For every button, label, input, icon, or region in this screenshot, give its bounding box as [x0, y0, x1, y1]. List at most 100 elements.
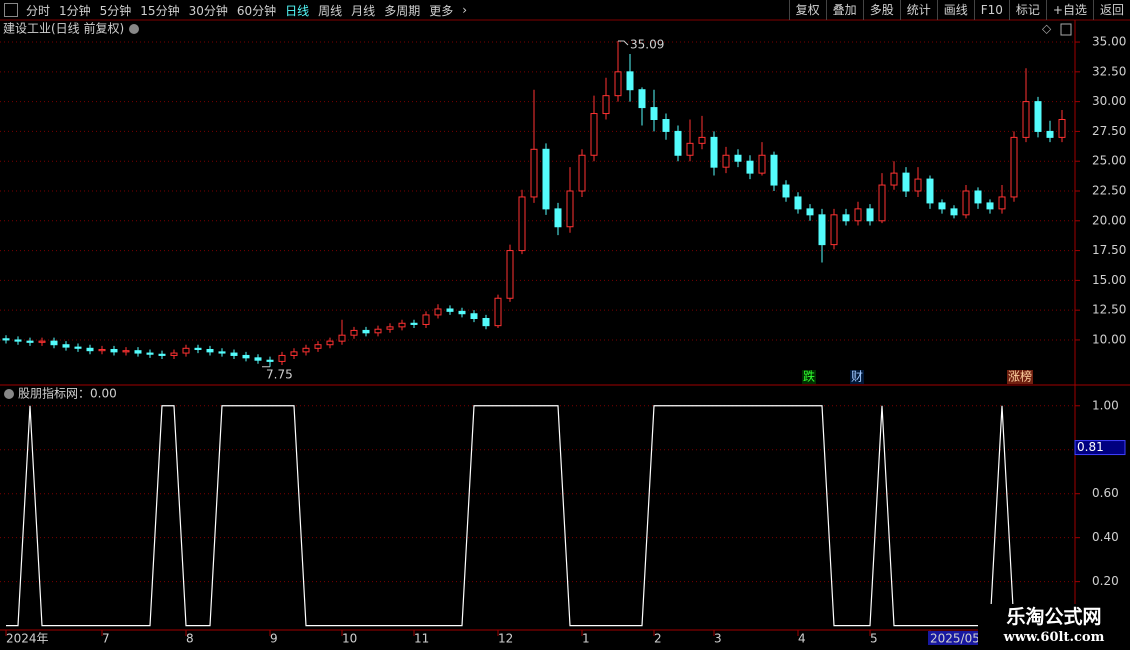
toolbar-button[interactable]: 画线 — [936, 0, 974, 20]
watermark-title: 乐淘公式网 — [1006, 606, 1102, 628]
candle-body — [902, 172, 910, 192]
candle-body — [782, 184, 790, 198]
y-tick-label: 1.00 — [1092, 398, 1119, 412]
candle-body — [302, 347, 310, 353]
candle-body — [938, 202, 946, 210]
toolbar-button[interactable]: 15分钟 — [140, 3, 180, 18]
indicator-title: 股朋指标网：0.00 — [18, 386, 117, 401]
y-tick-label: 35.00 — [1092, 35, 1126, 49]
candle-body — [134, 350, 142, 354]
y-tick-label: 0.20 — [1092, 574, 1119, 588]
watermark-url: www.60lt.com — [1003, 630, 1105, 645]
candle-body — [734, 154, 742, 162]
candle-body — [2, 338, 10, 341]
annotation-arrow — [618, 40, 629, 46]
toolbar-button[interactable]: 周线 — [318, 3, 343, 18]
candle-body — [830, 214, 838, 246]
menu-icon[interactable] — [129, 24, 139, 34]
chevron[interactable]: › — [462, 3, 468, 17]
candle-body — [254, 357, 262, 361]
candle-body — [194, 347, 202, 350]
candle-body — [1022, 101, 1030, 138]
y-tick-label: 25.00 — [1092, 154, 1126, 168]
candle-body — [98, 348, 106, 352]
x-tick-label: 2 — [654, 632, 662, 646]
x-tick-label: 11 — [414, 632, 429, 646]
candle-body — [1010, 136, 1018, 198]
candle-body — [866, 208, 874, 222]
candle-body — [14, 339, 22, 342]
x-tick-label: 9 — [270, 632, 278, 646]
x-tick-label: 12 — [498, 632, 513, 646]
candle-body — [266, 359, 274, 362]
candle-body — [410, 322, 418, 325]
candle-body — [890, 172, 898, 186]
candle-body — [614, 71, 622, 97]
date-highlight — [928, 631, 984, 645]
toolbar-button[interactable]: 30分钟 — [188, 3, 228, 18]
y-tick-label: 27.50 — [1092, 124, 1126, 138]
toolbar-button[interactable]: 月线 — [351, 3, 376, 18]
x-tick-label: 3 — [714, 632, 722, 646]
candle-body — [110, 348, 118, 353]
toolbar-button[interactable]: 分时 — [26, 3, 51, 18]
candle-body — [146, 352, 154, 355]
candle-body — [290, 351, 298, 356]
toolbar-button[interactable]: 5分钟 — [99, 3, 132, 18]
candle-body — [566, 190, 574, 228]
x-tick-label: 4 — [798, 632, 806, 646]
candle-body — [482, 318, 490, 327]
candle-body — [842, 214, 850, 222]
candle-body — [470, 313, 478, 320]
toolbar-button[interactable]: 标记 — [1008, 0, 1046, 20]
y-tick-label: 32.50 — [1092, 64, 1126, 78]
toolbar-button[interactable]: 叠加 — [825, 0, 863, 20]
event-marker: 跌 — [803, 369, 815, 384]
candle-body — [326, 340, 334, 346]
toolbar-button[interactable]: 返回 — [1092, 0, 1130, 20]
event-marker: 财 — [851, 370, 863, 384]
x-tick-label: 10 — [342, 632, 357, 646]
x-tick-label: 8 — [186, 632, 194, 646]
candle-body — [698, 136, 706, 144]
icon[interactable]: ◇ — [1042, 22, 1052, 36]
y-tick-label: 12.50 — [1092, 303, 1126, 317]
toolbar-button[interactable]: 更多 — [429, 3, 454, 18]
candle-body — [158, 353, 166, 356]
event-marker-bg — [850, 370, 865, 384]
toolbar-button[interactable]: 多周期 — [384, 3, 421, 18]
candle-body — [914, 178, 922, 192]
candle-body — [1046, 130, 1054, 138]
low-annotation: 7.75 — [266, 367, 293, 381]
toolbar-button[interactable]: 60分钟 — [236, 3, 277, 18]
candle-body — [350, 329, 358, 336]
candle-body — [230, 352, 238, 356]
watermark: 乐淘公式网 www.60lt.com — [978, 604, 1130, 650]
y-tick-label: 22.50 — [1092, 184, 1126, 198]
toolbar-button[interactable]: F10 — [973, 0, 1009, 20]
x-tick-label: 5 — [870, 632, 878, 646]
y-tick-label: 30.00 — [1092, 94, 1126, 108]
candle-body — [722, 154, 730, 168]
candle-body — [38, 340, 46, 343]
candle-body — [62, 344, 70, 348]
candle-body — [1034, 101, 1042, 132]
toolbar-button[interactable]: 统计 — [899, 0, 937, 20]
icon[interactable] — [1060, 23, 1072, 36]
x-tick-label: 1 — [582, 632, 590, 646]
y-tick-label: 10.00 — [1092, 332, 1126, 346]
candle-body — [806, 208, 814, 216]
toolbar-button[interactable]: +自选 — [1045, 0, 1093, 20]
chart-title: 建设工业(日线 前复权) — [3, 21, 124, 36]
x-tick-label: 2024年 — [6, 632, 49, 646]
candle-body — [182, 347, 190, 354]
high-annotation: 35.09 — [630, 37, 664, 51]
toolbar-button[interactable]: 复权 — [788, 0, 826, 20]
menu-icon[interactable] — [4, 389, 14, 399]
toolbar-button[interactable]: 1分钟 — [59, 3, 91, 18]
toolbar-button[interactable]: 日线 — [285, 3, 310, 18]
toolbar-button[interactable]: 多股 — [862, 0, 900, 20]
candle-body — [506, 250, 514, 299]
candle-body — [674, 130, 682, 156]
